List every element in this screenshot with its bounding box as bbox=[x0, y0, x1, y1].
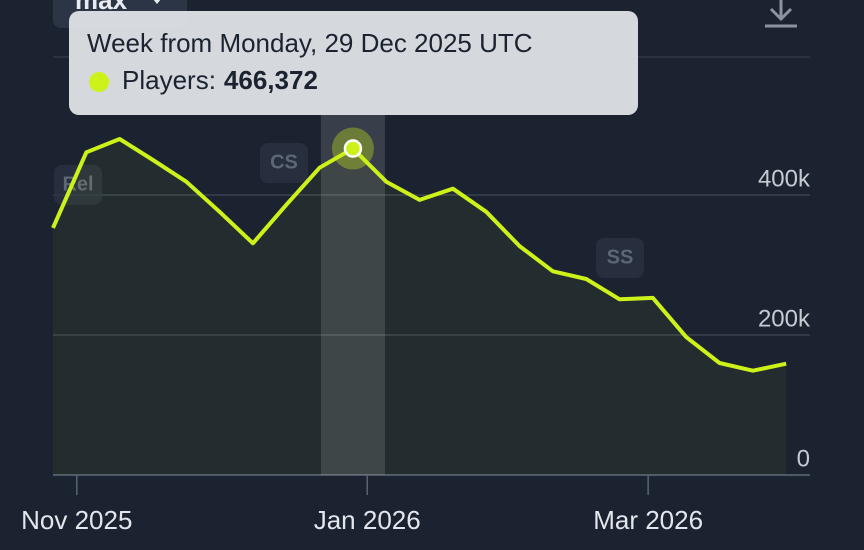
download-icon[interactable] bbox=[765, 0, 797, 28]
x-tick-label: Mar 2026 bbox=[593, 505, 703, 535]
download-glyph[interactable] bbox=[765, 0, 797, 28]
x-tick-label: Jan 2026 bbox=[314, 505, 421, 535]
x-tick-label: Nov 2025 bbox=[21, 505, 132, 535]
y-tick-label: 0 bbox=[797, 445, 810, 472]
tooltip-box bbox=[69, 11, 638, 115]
hover-point bbox=[343, 139, 363, 158]
dropdown-arrow[interactable] bbox=[153, 0, 161, 4]
hover-band bbox=[320, 115, 385, 475]
y-tick-label: 200k bbox=[758, 305, 811, 332]
tooltip-title: Week from Monday, 29 Dec 2025 UTC bbox=[87, 28, 533, 58]
tooltip-swatch bbox=[89, 72, 109, 92]
event-label: CS bbox=[270, 151, 298, 173]
event-badge bbox=[596, 238, 644, 278]
tooltip-label: Players: bbox=[122, 65, 216, 95]
event-label: SS bbox=[607, 246, 634, 268]
y-tick-label: 400k bbox=[758, 165, 811, 192]
area bbox=[53, 139, 787, 475]
tooltip-value: 466,372 bbox=[224, 65, 318, 95]
series-line bbox=[51, 137, 787, 373]
event-badge bbox=[260, 143, 308, 183]
